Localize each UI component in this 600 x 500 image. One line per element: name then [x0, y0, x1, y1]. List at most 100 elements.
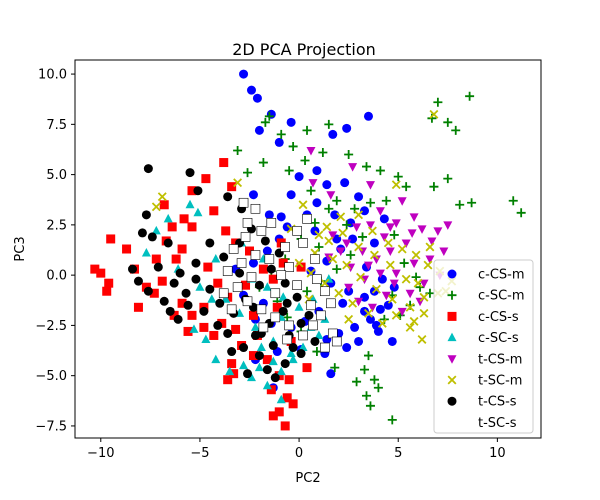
point-c-CS-m-53	[276, 212, 286, 222]
point-t-CS-m-42	[363, 261, 373, 271]
point-t-SC-m-23	[334, 288, 344, 298]
point-c-SC-m-48	[373, 383, 383, 393]
point-c-CS-s-2	[104, 278, 114, 288]
point-c-CS-s-46	[274, 407, 284, 417]
point-c-CS-m-12	[340, 178, 350, 188]
point-c-SC-m-10	[429, 182, 439, 192]
point-t-CS-m-7	[397, 197, 407, 206]
point-t-CS-s-24	[268, 341, 278, 351]
point-t-CS-s-32	[227, 347, 237, 357]
point-t-CS-m-11	[443, 221, 453, 230]
point-c-SC-m-28	[258, 158, 268, 168]
point-c-SC-m-36	[358, 232, 368, 242]
point-c-SC-m-35	[342, 220, 352, 230]
point-c-CS-s-17	[179, 214, 189, 224]
point-t-SC-s-22	[326, 298, 336, 309]
point-t-SC-m-32	[385, 260, 395, 270]
point-t-CS-m-26	[375, 269, 385, 279]
point-c-CS-s-30	[187, 310, 197, 320]
point-t-CS-s-29	[280, 359, 290, 369]
point-t-SC-m-8	[354, 210, 364, 220]
point-c-SC-s-14	[254, 362, 264, 372]
point-t-SC-s-16	[284, 262, 294, 272]
x-tick-label: 0	[295, 446, 303, 461]
point-t-SC-s-28	[298, 330, 308, 341]
point-t-CS-s-16	[266, 264, 276, 274]
point-c-SC-s-31	[286, 348, 296, 358]
point-t-CS-s-11	[205, 284, 215, 294]
point-c-SC-m-14	[508, 196, 518, 206]
series-t-SC-m	[151, 109, 457, 344]
point-c-SC-s-13	[246, 372, 256, 382]
point-t-SC-m-3	[157, 192, 167, 202]
point-t-SC-m-12	[411, 250, 421, 260]
point-c-SC-s-15	[262, 380, 272, 390]
point-t-SC-m-30	[354, 242, 364, 252]
point-c-SC-m-3	[443, 117, 453, 127]
point-c-SC-s-9	[201, 334, 211, 343]
point-c-CS-m-51	[264, 210, 274, 220]
point-c-CS-m-9	[363, 111, 373, 121]
point-t-CS-s-2	[193, 186, 203, 196]
point-t-CS-m-4	[326, 191, 336, 200]
point-c-CS-s-47	[280, 421, 290, 431]
point-c-CS-s-43	[266, 385, 276, 395]
point-c-CS-s-55	[248, 310, 258, 320]
point-c-CS-m-3	[266, 109, 276, 119]
point-c-CS-s-53	[229, 369, 239, 379]
y-axis-ticks: −7.5 −5.0 −2.5 0.0 2.5 5.0 7.5 10.0	[35, 68, 75, 434]
point-t-CS-s-44	[260, 236, 270, 246]
point-t-CS-m-23	[419, 279, 429, 289]
point-c-CS-m-35	[383, 300, 393, 310]
point-c-CS-s-23	[209, 206, 219, 216]
point-c-SC-s-7	[207, 294, 217, 303]
point-t-SC-s-36	[264, 254, 275, 264]
point-c-SC-m-33	[324, 204, 334, 214]
point-c-CS-m-1	[246, 85, 256, 95]
point-t-SC-m-0	[429, 109, 439, 119]
point-t-SC-s-26	[331, 336, 342, 347]
point-t-SC-m-35	[387, 294, 397, 304]
legend-marker-t-CS-s	[447, 396, 457, 406]
point-c-SC-m-21	[375, 166, 385, 176]
point-c-SC-m-31	[284, 166, 294, 176]
point-c-SC-m-52	[387, 415, 397, 425]
point-t-SC-s-0	[238, 197, 249, 208]
point-t-SC-s-8	[222, 266, 233, 276]
point-t-CS-s-15	[254, 280, 264, 290]
point-t-SC-s-24	[308, 320, 318, 331]
y-tick-label: −5.0	[35, 369, 67, 384]
point-t-CS-s-47	[223, 192, 233, 202]
point-c-SC-s-8	[189, 324, 199, 333]
point-t-CS-s-22	[239, 343, 249, 353]
point-t-CS-m-32	[367, 303, 377, 313]
point-t-SC-s-3	[256, 226, 267, 236]
point-t-SC-m-10	[383, 238, 393, 248]
point-t-CS-m-6	[385, 223, 395, 232]
point-c-CS-s-54	[223, 375, 233, 385]
point-c-CS-m-38	[338, 298, 348, 308]
point-t-SC-m-33	[401, 274, 411, 284]
point-c-CS-s-15	[187, 222, 197, 232]
point-c-CS-m-28	[375, 304, 385, 314]
point-c-SC-m-49	[361, 391, 371, 401]
point-c-CS-s-59	[245, 246, 255, 256]
point-c-SC-s-22	[294, 302, 304, 311]
point-c-CS-s-27	[213, 278, 223, 288]
point-t-CS-s-53	[235, 268, 245, 278]
point-c-SC-s-19	[314, 330, 324, 339]
point-t-SC-m-2	[233, 178, 243, 188]
point-c-CS-s-58	[258, 264, 268, 274]
point-t-SC-s-34	[292, 280, 302, 290]
y-tick-label: 5.0	[46, 168, 67, 183]
point-t-CS-s-37	[143, 286, 153, 296]
point-c-CS-s-39	[248, 351, 258, 361]
point-c-SC-m-11	[443, 174, 453, 184]
point-t-SC-m-45	[419, 308, 429, 318]
point-t-CS-s-9	[181, 288, 191, 298]
point-c-CS-m-6	[274, 137, 284, 147]
point-c-SC-s-38	[211, 254, 221, 263]
point-t-CS-s-59	[282, 298, 292, 308]
point-t-CS-m-21	[439, 247, 449, 257]
point-c-CS-m-16	[312, 198, 322, 208]
